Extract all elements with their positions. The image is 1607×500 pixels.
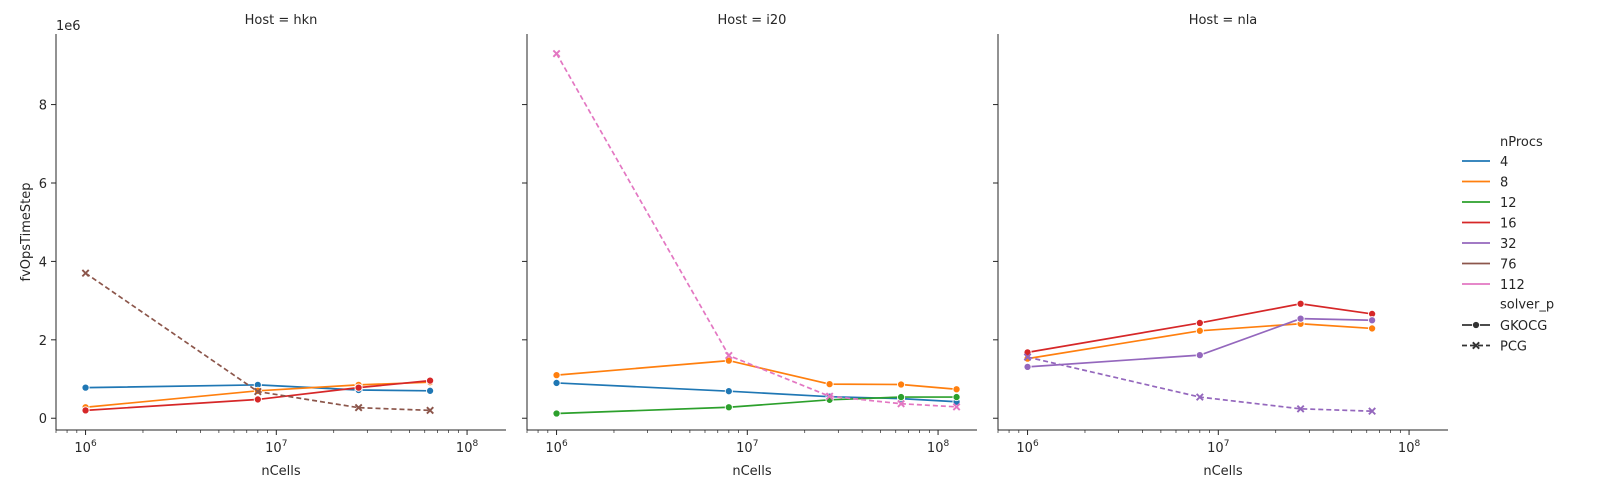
series-12-gkocg-line bbox=[556, 396, 957, 415]
series-32-pcg-point bbox=[1195, 393, 1204, 401]
x-tick-label: 107 bbox=[265, 439, 287, 456]
series-32-gkocg-point bbox=[1195, 351, 1204, 360]
series-112-pcg-point bbox=[952, 402, 961, 411]
series-8-gkocg-point bbox=[1368, 324, 1377, 333]
series-76-pcg-point bbox=[253, 387, 262, 396]
series-4-gkocg-point bbox=[724, 387, 733, 396]
series-32-gkocg-line bbox=[1027, 317, 1373, 368]
series-112-pcg-line bbox=[555, 53, 957, 408]
legend-style-title: solver_p bbox=[1500, 298, 1554, 313]
panel-title: Host = hkn bbox=[245, 13, 318, 28]
legend-label: 32 bbox=[1500, 237, 1517, 252]
y-tick-label: 8 bbox=[39, 99, 47, 114]
series-8-gkocg-point bbox=[552, 371, 561, 380]
legend-label: 16 bbox=[1500, 217, 1517, 232]
panel-title: Host = i20 bbox=[718, 13, 787, 28]
panel-3: Host = nla 106 107 108 nCells bbox=[993, 13, 1448, 479]
panel-1: Host = hkn 0 2 4 6 8 106 107 108 nCells bbox=[39, 13, 506, 479]
series-32-gkocg-point bbox=[1368, 316, 1377, 325]
series-4-gkocg-point bbox=[81, 383, 90, 392]
series-32-pcg-point bbox=[1023, 353, 1032, 361]
legend-label: GKOCG bbox=[1500, 319, 1547, 334]
series-16-gkocg-point bbox=[426, 376, 435, 385]
panel-2: Host = i20 106 107 108 nCells bbox=[522, 13, 977, 479]
series-12-gkocg-point bbox=[724, 403, 733, 412]
x-tick-label: 108 bbox=[927, 439, 950, 456]
y-tick-label: 4 bbox=[39, 255, 47, 270]
legend-style-marker bbox=[1472, 341, 1480, 350]
series-76-pcg-line bbox=[85, 272, 431, 412]
series-8-gkocg-point bbox=[1195, 326, 1204, 335]
legend-label: PCG bbox=[1500, 340, 1527, 355]
series-32-gkocg-point bbox=[1296, 314, 1305, 323]
x-tick-label: 106 bbox=[545, 439, 568, 456]
series-8-gkocg-line bbox=[1027, 322, 1373, 360]
series-4-gkocg-point bbox=[552, 378, 561, 388]
x-tick-label: 108 bbox=[1398, 439, 1421, 456]
series-112-pcg-point bbox=[724, 351, 733, 360]
series-16-gkocg-line bbox=[85, 379, 431, 412]
series-16-gkocg-point bbox=[253, 395, 262, 404]
y-tick-label: 6 bbox=[39, 177, 47, 192]
panel-title: Host = nla bbox=[1189, 13, 1258, 28]
series-16-gkocg-point bbox=[354, 383, 363, 392]
legend-label: 112 bbox=[1500, 278, 1525, 293]
series-16-gkocg-point bbox=[81, 406, 90, 415]
legend-label: 4 bbox=[1500, 155, 1508, 170]
series-8-gkocg-line bbox=[556, 359, 957, 391]
series-4-gkocg-line bbox=[556, 382, 957, 403]
series-12-gkocg-point bbox=[952, 393, 961, 402]
series-76-pcg-point bbox=[426, 406, 434, 415]
series-16-gkocg-line bbox=[1027, 302, 1373, 354]
x-axis-label: nCells bbox=[732, 464, 772, 479]
legend: nProcs 4 8 12 16 32 76 112 solver_p GKOCG PCG bbox=[1462, 135, 1554, 355]
x-tick-label: 106 bbox=[1016, 439, 1039, 456]
series-8-gkocg-point bbox=[897, 380, 906, 389]
series-32-pcg-line bbox=[1027, 356, 1373, 413]
y-offset-label: 1e6 bbox=[56, 19, 81, 34]
series-4-gkocg-point bbox=[426, 386, 435, 395]
series-76-pcg-point bbox=[354, 403, 363, 412]
series-12-gkocg-point bbox=[897, 393, 906, 402]
series-112-pcg-point bbox=[825, 392, 834, 401]
y-tick-label: 2 bbox=[39, 334, 47, 349]
series-112-pcg-point bbox=[897, 399, 905, 408]
legend-style-marker bbox=[1471, 320, 1481, 330]
y-tick-label: 0 bbox=[39, 412, 47, 427]
legend-label: 76 bbox=[1500, 258, 1517, 273]
series-76-pcg-point bbox=[81, 269, 90, 278]
series-112-pcg-point bbox=[552, 49, 561, 58]
series-32-pcg-point bbox=[1368, 407, 1376, 416]
series-8-gkocg-point bbox=[724, 356, 733, 365]
series-8-gkocg-point bbox=[952, 385, 961, 394]
series-16-gkocg-point bbox=[1296, 299, 1305, 308]
x-axis-label: nCells bbox=[1203, 464, 1243, 479]
x-axis-label: nCells bbox=[261, 464, 301, 479]
legend-hue-title: nProcs bbox=[1500, 135, 1543, 150]
series-16-gkocg-point bbox=[1195, 318, 1204, 328]
y-axis-label: fvOpsTimeStep bbox=[19, 183, 34, 282]
legend-label: 12 bbox=[1500, 196, 1517, 211]
series-32-pcg-point bbox=[1296, 404, 1305, 413]
series-8-gkocg-point bbox=[825, 380, 834, 389]
series-12-gkocg-point bbox=[552, 409, 561, 418]
series-32-gkocg-point bbox=[1023, 362, 1032, 371]
x-tick-label: 107 bbox=[1207, 439, 1229, 456]
x-tick-label: 108 bbox=[456, 439, 479, 456]
legend-label: 8 bbox=[1500, 176, 1508, 191]
x-tick-label: 106 bbox=[74, 439, 97, 456]
x-tick-label: 107 bbox=[736, 439, 758, 456]
